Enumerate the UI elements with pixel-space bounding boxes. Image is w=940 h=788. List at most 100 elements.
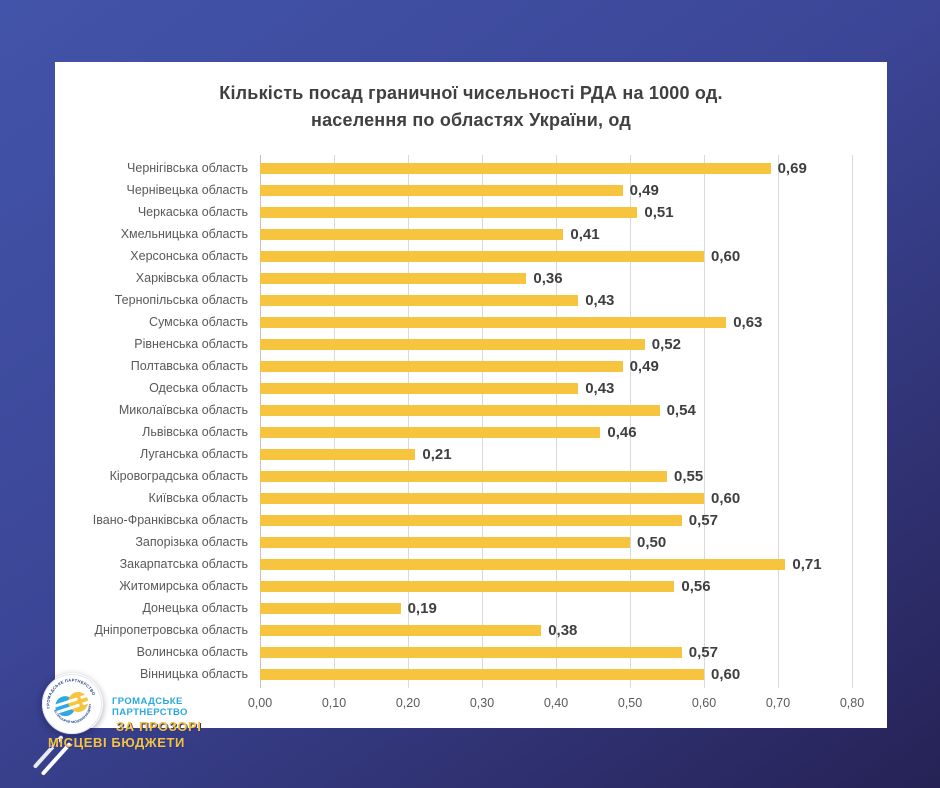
value-label: 0,49 [629,181,659,199]
bar-track: 0,21 [260,443,852,465]
bar-row: Вінницька область 0,60 [55,663,855,685]
bar-track: 0,51 [260,201,852,223]
bar-track: 0,60 [260,245,852,267]
bar-track: 0,60 [260,663,852,685]
bar-row: Полтавська область 0,49 [55,355,855,377]
bar-row: Київська область 0,60 [55,487,855,509]
bar-track: 0,49 [260,355,852,377]
x-axis-tick-label: 0,00 [247,696,273,710]
x-axis-tick-label: 0,50 [617,696,643,710]
bar [260,580,675,592]
bar-track: 0,19 [260,597,852,619]
value-label: 0,71 [792,555,822,573]
category-label: Івано-Франківська область [92,513,248,527]
category-label: Закарпатська область [119,557,248,571]
category-label: Хмельницька область [120,227,248,241]
bar-track: 0,54 [260,399,852,421]
bar-track: 0,52 [260,333,852,355]
chart-title-line2: населення по областях України, од [311,110,631,130]
category-label: Дніпропетровська область [94,623,248,637]
x-axis-tick-label: 0,20 [395,696,421,710]
category-label: Луганська область [140,447,248,461]
bar-track: 0,41 [260,223,852,245]
logo-partner-line2: ПАРТНЕРСТВО [112,707,188,718]
bar-row: Житомирська область 0,56 [55,575,855,597]
logo-tagline-line2: МІСЦЕВІ БЮДЖЕТИ [48,735,186,750]
category-label: Тернопільська область [114,293,248,307]
logo-tagline-line1: ЗА ПРОЗОРІ [116,719,202,734]
bar-row: Запорізька область 0,50 [55,531,855,553]
bar [260,514,682,526]
category-label: Херсонська область [130,249,248,263]
bar [260,228,564,240]
bar [260,250,704,262]
chart-area: Чернігівська область 0,69 Чернівецька обла… [55,155,855,688]
partnership-logo: ГРОМАДСЬКЕ ПАРТНЕРСТВО ЗА ПРОЗОРИЙ МІСЦЕ… [39,671,103,735]
value-label: 0,69 [777,159,807,177]
bar-track: 0,43 [260,289,852,311]
logo-partner-name: ГРОМАДСЬКЕ ПАРТНЕРСТВО [112,696,188,718]
chart-title-line1: Кількість посад граничної чисельності РД… [219,83,723,103]
bar-track: 0,57 [260,509,852,531]
bar [260,624,542,636]
bar [260,184,623,196]
bar-row: Дніпропетровська область 0,38 [55,619,855,641]
bar-track: 0,71 [260,553,852,575]
bar-row: Чернівецька область 0,49 [55,179,855,201]
bar-track: 0,69 [260,157,852,179]
value-label: 0,54 [666,401,696,419]
bar-row: Сумська область 0,63 [55,311,855,333]
bar [260,294,579,306]
category-label: Черкаська область [137,205,248,219]
value-label: 0,21 [422,445,452,463]
bar [260,536,630,548]
value-label: 0,50 [637,533,667,551]
bar-row: Тернопільська область 0,43 [55,289,855,311]
value-label: 0,57 [688,511,718,529]
bar-row: Хмельницька область 0,41 [55,223,855,245]
value-label: 0,38 [548,621,578,639]
value-label: 0,63 [733,313,763,331]
category-label: Харківська область [135,271,248,285]
bar [260,426,601,438]
bar [260,668,704,680]
bar-row: Кіровоградська область 0,55 [55,465,855,487]
bar [260,602,401,614]
chart-title: Кількість посад граничної чисельності РД… [55,80,887,134]
x-axis-tick-label: 0,40 [543,696,569,710]
value-label: 0,19 [407,599,437,617]
category-label: Київська область [148,491,248,505]
bar-row: Волинська область 0,57 [55,641,855,663]
category-label: Одеська область [149,381,248,395]
bar-track: 0,36 [260,267,852,289]
logo-partner-line1: ГРОМАДСЬКЕ [112,696,183,707]
category-label: Запорізька область [135,535,248,549]
bar-track: 0,46 [260,421,852,443]
chart-gridlines [260,155,853,688]
value-label: 0,60 [711,665,741,683]
bar-row: Херсонська область 0,60 [55,245,855,267]
category-label: Полтавська область [130,359,248,373]
category-label: Донецька область [142,601,248,615]
value-label: 0,43 [585,291,615,309]
bar-track: 0,56 [260,575,852,597]
bar-row: Луганська область 0,21 [55,443,855,465]
bar-row: Миколаївська область 0,54 [55,399,855,421]
value-label: 0,36 [533,269,563,287]
chart-card: Кількість посад граничної чисельності РД… [55,62,887,728]
bar-track: 0,57 [260,641,852,663]
bar-row: Закарпатська область 0,71 [55,553,855,575]
bar-track: 0,63 [260,311,852,333]
category-label: Кіровоградська область [109,469,248,483]
bar-track: 0,55 [260,465,852,487]
x-axis-tick-label: 0,70 [765,696,791,710]
value-label: 0,60 [711,489,741,507]
x-axis-tick-label: 0,80 [839,696,865,710]
bar-row: Черкаська область 0,51 [55,201,855,223]
category-label: Львівська область [142,425,248,439]
value-label: 0,51 [644,203,674,221]
bar-row: Харківська область 0,36 [55,267,855,289]
category-label: Вінницька область [139,667,248,681]
bar [260,558,786,570]
magnifier-lens-icon: ГРОМАДСЬКЕ ПАРТНЕРСТВО ЗА ПРОЗОРИЙ МІСЦЕ… [39,671,102,734]
